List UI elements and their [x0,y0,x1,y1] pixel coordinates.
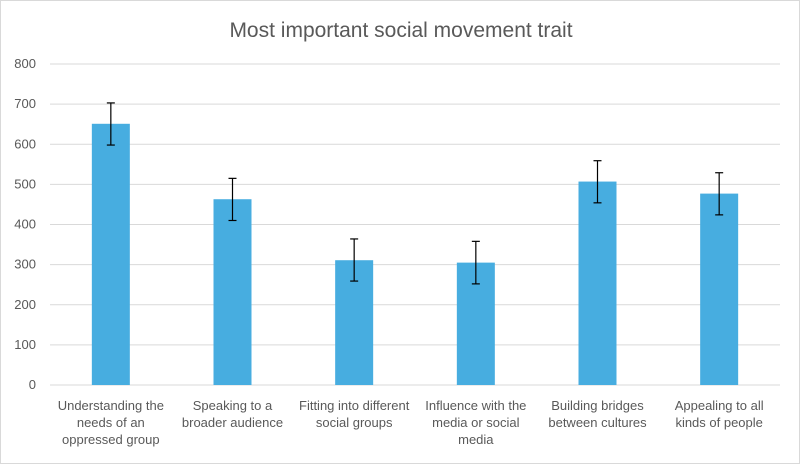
x-category-label: Understanding the needs of an oppressed gr… [58,398,164,447]
error-bar [593,160,602,204]
x-axis-labels: Understanding the needs of an oppressed gr… [58,398,764,447]
y-tick-label: 800 [14,56,36,71]
x-category-label: Fitting into different social groups [299,398,410,430]
x-category-label: Appealing to all kinds of people [675,398,764,430]
y-tick-label: 600 [14,136,36,151]
x-category-label-line: Building bridges [551,398,644,413]
x-category-label-line: needs of an [77,415,145,430]
x-category-label-line: kinds of people [675,415,762,430]
gridlines [50,63,780,386]
y-tick-label: 0 [29,377,36,392]
y-tick-label: 100 [14,337,36,352]
bar [91,123,130,385]
error-bar [228,177,237,222]
x-category-label-line: media or social [432,415,520,430]
x-category-label-line: Appealing to all [675,398,764,413]
x-category-label-line: social groups [316,415,393,430]
y-tick-label: 400 [14,217,36,232]
x-category-label-line: broader audience [182,415,283,430]
y-tick-label: 200 [14,297,36,312]
x-category-label-line: media [458,432,494,447]
x-category-label-line: Speaking to a [193,398,273,413]
x-category-label-line: between cultures [548,415,647,430]
error-bar [350,238,359,282]
x-category-label-line: Fitting into different [299,398,410,413]
chart-title: Most important social movement trait [229,19,572,42]
bar [578,181,617,385]
error-bar [106,102,115,146]
x-category-label: Speaking to a broader audience [182,398,283,430]
error-bar [715,172,724,216]
x-category-label: Building bridges between cultures [548,398,647,430]
x-category-label-line: Understanding the [58,398,164,413]
x-category-label-line: oppressed group [62,432,160,447]
bar [700,193,739,385]
y-tick-label: 500 [14,176,36,191]
x-category-label: Influence with the media or social media [425,398,526,447]
y-tick-label: 300 [14,257,36,272]
bars [91,123,739,385]
y-tick-label: 700 [14,96,36,111]
x-category-label-line: Influence with the [425,398,526,413]
error-bar [471,240,480,285]
error-bars [106,102,724,285]
bar [213,199,252,385]
y-axis-ticks: 0 100 200 300 400 500 600 700 800 [14,56,36,392]
